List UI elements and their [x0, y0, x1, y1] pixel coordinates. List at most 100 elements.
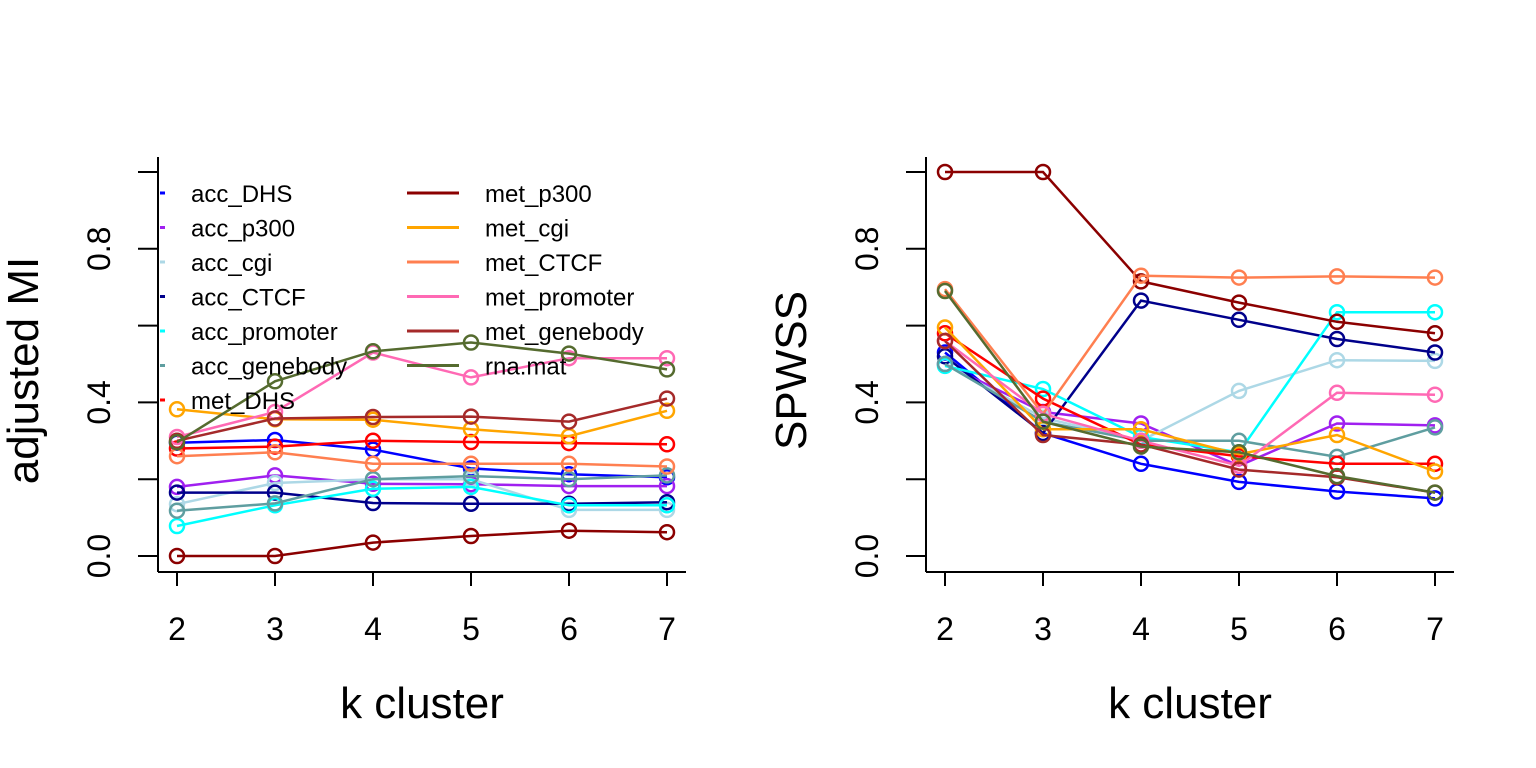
legend-label: met_DHS [191, 388, 295, 415]
y-tick-label: 0.8 [849, 227, 885, 271]
data-point [266, 410, 284, 427]
x-tick-label: 5 [462, 611, 480, 647]
data-point [266, 484, 284, 501]
series-line [176, 439, 668, 450]
data-point [936, 332, 954, 350]
data-point [266, 547, 284, 565]
data-point [1034, 413, 1052, 430]
data-point [1230, 269, 1248, 286]
series-line [176, 474, 667, 489]
data-point [560, 413, 578, 430]
x-tick-label: 3 [1034, 611, 1052, 647]
data-point [364, 480, 382, 498]
series-line [944, 274, 1436, 416]
data-point [462, 408, 480, 425]
series-line [944, 290, 1436, 494]
legend-label: acc_cgi [191, 250, 272, 277]
legend-label: met_CTCF [485, 250, 602, 277]
data-point [266, 438, 284, 455]
data-point [266, 444, 284, 461]
legend-label: met_p300 [485, 181, 592, 208]
data-point [658, 361, 676, 378]
data-point [560, 345, 578, 362]
data-point [560, 465, 578, 483]
data-point [1426, 419, 1444, 436]
data-point [1230, 294, 1248, 311]
data-point [1034, 390, 1052, 407]
data-point [658, 390, 676, 407]
data-point [1132, 267, 1150, 284]
data-point [168, 401, 186, 418]
data-point [1132, 273, 1150, 290]
data-point [266, 495, 284, 512]
data-point [168, 434, 186, 451]
data-point [1230, 444, 1248, 461]
x-tick-label: 2 [936, 611, 954, 647]
data-point [168, 495, 186, 513]
legend-label: acc_promoter [191, 319, 338, 346]
data-point [560, 522, 578, 539]
legend-label: met_promoter [485, 285, 634, 312]
data-point [462, 478, 480, 496]
data-point [168, 517, 186, 535]
data-point [364, 455, 382, 473]
data-point [560, 497, 578, 514]
data-point [364, 470, 382, 488]
data-point [168, 484, 186, 501]
data-point [1132, 438, 1150, 455]
legend: acc_DHS acc_p300 acc_cgi acc_CTCF acc_promot… [160, 181, 644, 415]
data-point [1328, 303, 1346, 321]
x-tick-label: 2 [168, 611, 186, 647]
data-point [1426, 386, 1444, 403]
data-point [462, 421, 480, 438]
series-line [176, 438, 668, 479]
data-point [560, 470, 578, 488]
data-point [1328, 415, 1346, 432]
data-point [1328, 268, 1346, 285]
x-tick-label: 4 [364, 611, 382, 647]
series-line [176, 474, 668, 512]
data-point [936, 163, 954, 181]
legend-label: acc_genebody [191, 354, 347, 381]
data-point [1328, 330, 1346, 348]
panel-adjusted-mi: 2 3 4 5 6 7 0.0 0.4 0.8 k cluster adjusted MI acc_D… [0, 157, 686, 728]
data-point [1426, 303, 1444, 321]
series-line [176, 408, 668, 438]
series-line [177, 491, 668, 506]
legend-label: acc_DHS [191, 181, 292, 208]
legend-label: met_genebody [485, 319, 644, 346]
data-point [364, 408, 382, 426]
series-line [177, 529, 668, 558]
legend-label: met_cgi [485, 216, 569, 243]
data-point [1328, 426, 1346, 444]
data-point [1426, 269, 1444, 286]
data-point [1328, 467, 1346, 485]
series-line [944, 326, 1436, 473]
y-tick-label: 0.0 [849, 534, 885, 578]
data-point [1426, 463, 1444, 480]
data-point [168, 547, 186, 565]
data-point [658, 349, 676, 367]
y-axis-title: SPWSS [767, 291, 816, 450]
data-point [560, 349, 578, 367]
data-point [462, 369, 480, 386]
x-tick-label: 7 [658, 611, 676, 647]
y-tick-label: 0.4 [849, 380, 885, 424]
data-point [1034, 163, 1052, 181]
data-point [364, 343, 382, 360]
data-point [658, 477, 676, 495]
data-point [462, 334, 480, 351]
data-point [1230, 461, 1248, 478]
panel-spwss: 2 3 4 5 6 7 0.0 0.4 0.8 k cluster SPWSS [767, 157, 1454, 728]
data-point [658, 523, 676, 541]
series-line [176, 451, 668, 468]
data-point [1328, 313, 1346, 331]
data-point [462, 433, 480, 451]
x-tick-label: 3 [266, 611, 284, 647]
series-line [176, 397, 668, 443]
x-tick-label: 5 [1230, 611, 1248, 647]
x-tick-label: 4 [1132, 611, 1150, 647]
x-tick-label: 6 [1328, 611, 1346, 647]
data-point [462, 527, 480, 545]
